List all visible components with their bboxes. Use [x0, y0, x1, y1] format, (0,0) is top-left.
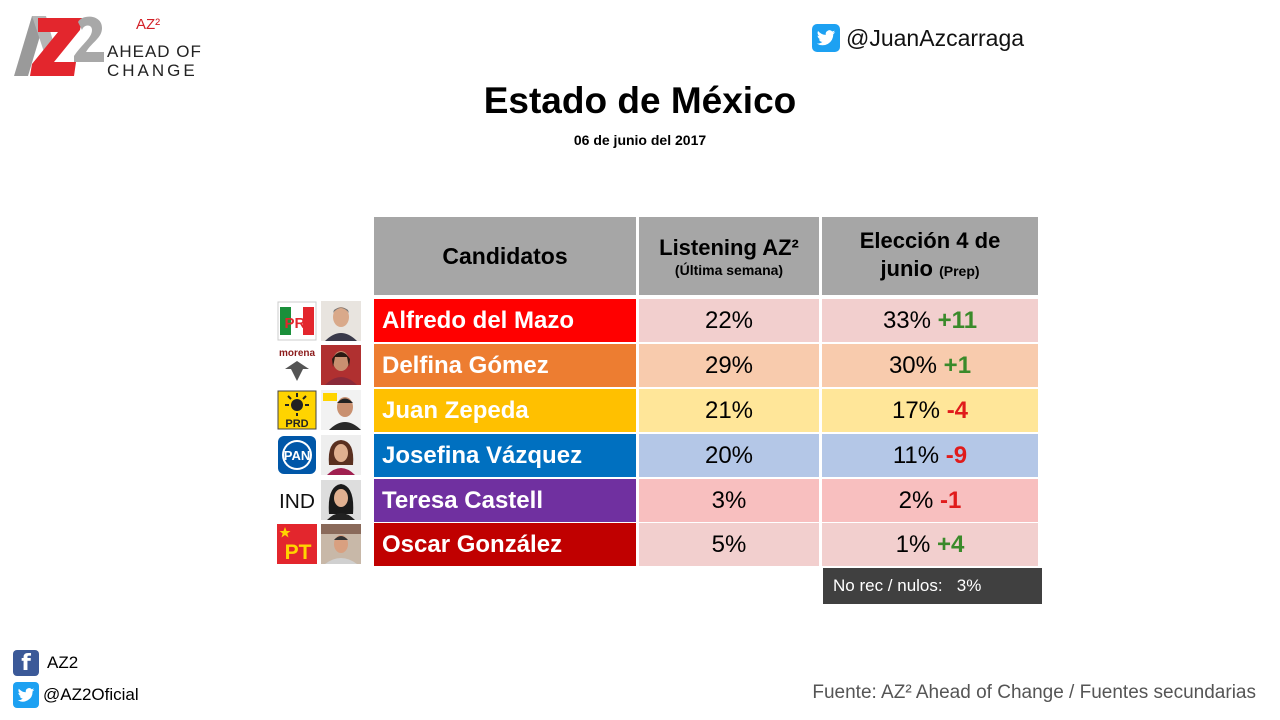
delta-value: -9 [945, 442, 968, 469]
svg-text:PRI: PRI [284, 315, 309, 332]
election-cell: 2% -1 [822, 479, 1038, 522]
candidate-photo [321, 480, 361, 520]
election-value: 11% [892, 442, 940, 469]
election-value: 1% [895, 531, 931, 558]
svg-text:PRD: PRD [285, 418, 308, 430]
logo-tagline-1: AHEAD OF [107, 42, 202, 61]
table-row: Juan Zepeda 21% 17% -4 [374, 389, 1038, 432]
nulos-value: 3% [956, 576, 982, 595]
facebook-link[interactable]: f AZ2 [13, 650, 78, 676]
twitter-icon [812, 24, 840, 52]
logo-az2-text: AZ² [136, 16, 161, 33]
header-eleccion-sub: (Prep) [939, 263, 980, 279]
header-listening-label: Listening AZ² [659, 235, 799, 260]
listening-value: 5% [639, 523, 819, 566]
table-row: Alfredo del Mazo 22% 33% +11 [374, 299, 1038, 342]
listening-value: 22% [639, 299, 819, 342]
header-eleccion: Elección 4 de junio (Prep) [822, 217, 1038, 295]
header-candidatos-label: Candidatos [442, 242, 568, 269]
candidate-name: Oscar González [374, 523, 636, 566]
page-subtitle: 06 de junio del 2017 [573, 132, 707, 148]
twitter-link[interactable]: @AZ2Oficial [13, 682, 139, 708]
az2-logo-mark [14, 16, 104, 76]
source-note: Fuente: AZ² Ahead of Change / Fuentes se… [812, 682, 1256, 703]
listening-value: 21% [639, 389, 819, 432]
listening-value: 20% [639, 434, 819, 477]
listening-value: 3% [639, 479, 819, 522]
election-value: 30% [888, 352, 937, 379]
table-row: Delfina Gómez 29% 30% +1 [374, 344, 1038, 387]
delta-value: -4 [946, 397, 969, 424]
nulos-box: No rec / nulos: 3% [823, 568, 1042, 604]
delta-value: +1 [943, 352, 972, 379]
pan-logo-icon: PAN [277, 435, 317, 475]
pt-logo-icon: PT [277, 524, 317, 564]
header-eleccion-label: Elección 4 de [859, 228, 1001, 253]
facebook-handle: AZ2 [47, 653, 79, 672]
svg-text:morena: morena [279, 348, 316, 359]
election-cell: 1% +4 [822, 523, 1038, 566]
page-title: Estado de México [483, 80, 797, 121]
svg-text:IND: IND [279, 491, 315, 513]
header-eleccion-label-2: junio [880, 256, 933, 281]
election-cell: 33% +11 [822, 299, 1038, 342]
table-row: Teresa Castell 3% 2% -1 [374, 479, 1038, 522]
election-value: 2% [898, 487, 934, 514]
nulos-label: No rec / nulos: [833, 576, 943, 595]
delta-value: +4 [936, 531, 965, 558]
delta-value: -1 [940, 487, 962, 514]
facebook-icon: f [13, 650, 39, 676]
header-candidatos: Candidatos [374, 217, 636, 295]
candidate-name: Teresa Castell [374, 479, 636, 522]
twitter-icon [13, 682, 39, 708]
twitter-footer-handle: @AZ2Oficial [43, 685, 139, 704]
az2-logo: AZ² AHEAD OF CHANGE [12, 12, 212, 82]
election-cell: 17% -4 [822, 389, 1038, 432]
candidate-photo [321, 524, 361, 564]
listening-value: 29% [639, 344, 819, 387]
candidate-photo [321, 345, 361, 385]
delta-value: +11 [937, 307, 978, 334]
election-cell: 30% +1 [822, 344, 1038, 387]
candidate-photo [321, 390, 361, 430]
svg-text:PT: PT [285, 541, 312, 564]
candidate-name: Josefina Vázquez [374, 434, 636, 477]
candidate-photo [321, 435, 361, 475]
header-listening: Listening AZ² (Última semana) [639, 217, 819, 295]
election-value: 17% [891, 397, 941, 424]
twitter-handle: @JuanAzcarraga [846, 24, 1025, 51]
election-cell: 11% -9 [822, 434, 1038, 477]
header-listening-sub: (Última semana) [674, 262, 784, 278]
ind-logo-icon: IND [277, 480, 317, 520]
twitter-header[interactable]: @JuanAzcarraga [812, 24, 1024, 52]
table-row: Oscar González 5% 1% +4 [374, 523, 1038, 566]
candidate-photo [321, 301, 361, 341]
svg-text:PAN: PAN [284, 448, 310, 463]
candidate-name: Delfina Gómez [374, 344, 636, 387]
pri-logo-icon: PRI [277, 301, 317, 341]
election-value: 33% [882, 307, 931, 334]
morena-logo-icon: morena [277, 345, 317, 385]
candidate-name: Alfredo del Mazo [374, 299, 636, 342]
logo-tagline-2: CHANGE [107, 61, 198, 80]
candidate-name: Juan Zepeda [374, 389, 636, 432]
prd-logo-icon: PRD [277, 390, 317, 430]
table-row: Josefina Vázquez 20% 11% -9 [374, 434, 1038, 477]
